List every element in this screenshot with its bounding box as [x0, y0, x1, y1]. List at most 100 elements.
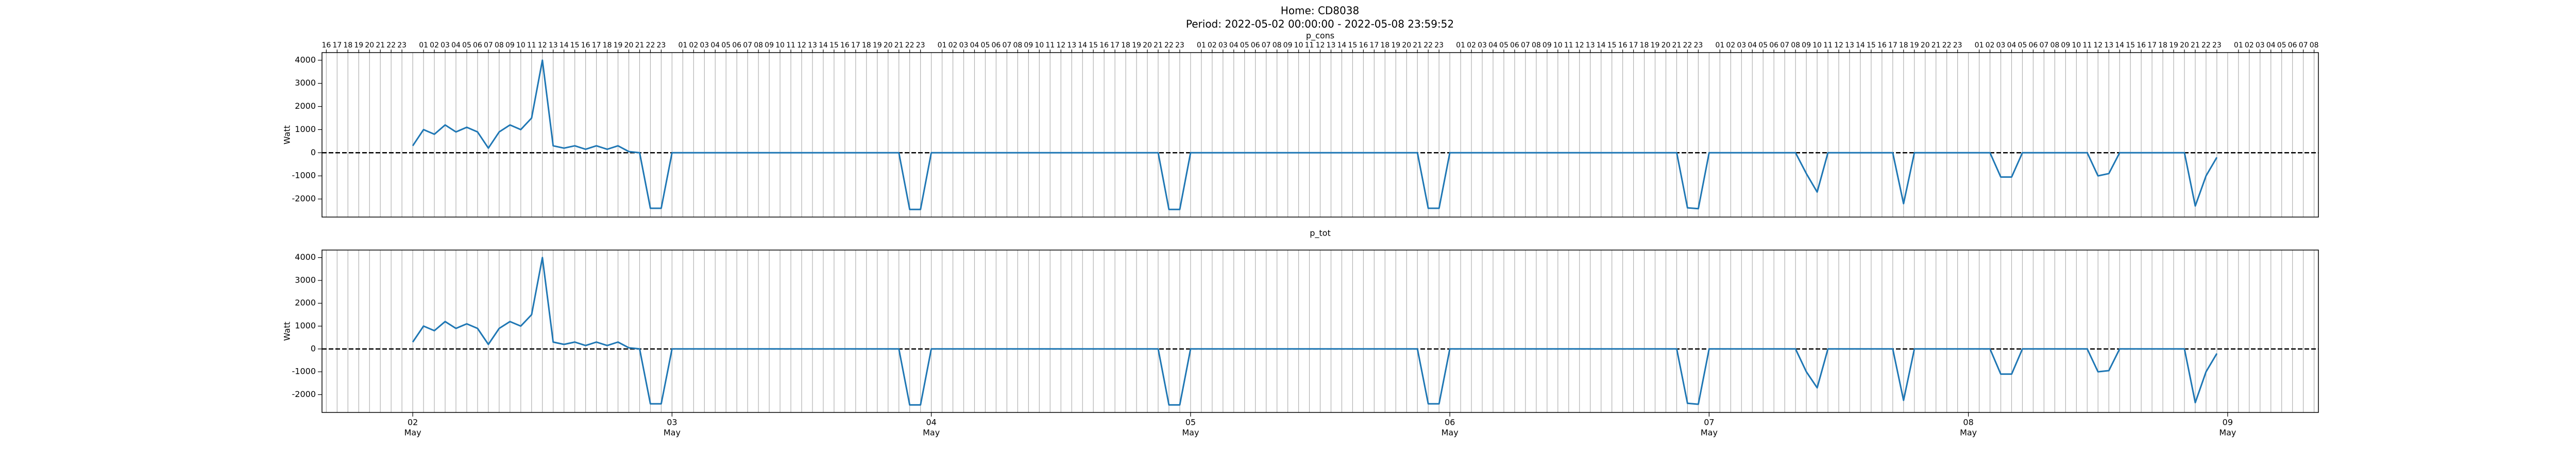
x2-tick-label: 06: [732, 41, 741, 49]
x2-tick-label: 17: [1629, 41, 1638, 49]
x2-tick-label: 22: [1164, 41, 1174, 49]
x2-tick-label: 02: [1986, 41, 1995, 49]
x2-tick-label: 07: [2299, 41, 2308, 49]
x2-tick-label: 23: [916, 41, 925, 49]
x2-tick-label: 22: [386, 41, 396, 49]
x2-tick-label: 23: [1434, 41, 1444, 49]
x2-tick-label: 15: [1348, 41, 1357, 49]
x2-tick-label: 07: [1262, 41, 1271, 49]
x2-tick-label: 18: [862, 41, 871, 49]
x2-tick-label: 14: [1078, 41, 1087, 49]
x2-tick-label: 12: [1056, 41, 1065, 49]
x2-tick-label: 05: [1499, 41, 1509, 49]
x-tick-month: May: [664, 428, 681, 438]
x2-tick-label: 16: [581, 41, 590, 49]
x2-tick-label: 01: [419, 41, 428, 49]
y-tick-label: 1000: [295, 124, 316, 134]
x2-tick-label: 08: [1013, 41, 1022, 49]
x2-tick-label: 04: [1488, 41, 1498, 49]
x2-tick-label: 20: [365, 41, 374, 49]
x2-tick-label: 03: [959, 41, 969, 49]
x2-tick-label: 20: [1143, 41, 1152, 49]
x2-tick-label: 02: [2245, 41, 2254, 49]
x2-tick-label: 19: [1132, 41, 1141, 49]
x2-tick-label: 04: [710, 41, 720, 49]
x-tick-label: 05: [1185, 418, 1196, 427]
x2-tick-label: 23: [657, 41, 666, 49]
x2-tick-label: 06: [473, 41, 482, 49]
x-tick-month: May: [1182, 428, 1199, 438]
figure-title: Home: CD8038: [1281, 5, 1359, 17]
x2-tick-label: 19: [1910, 41, 1919, 49]
x-tick-month: May: [2219, 428, 2236, 438]
x2-tick-label: 16: [1359, 41, 1368, 49]
x2-tick-label: 13: [808, 41, 817, 49]
x2-tick-label: 01: [2234, 41, 2243, 49]
x2-tick-label: 22: [1683, 41, 1692, 49]
x2-tick-label: 13: [2104, 41, 2113, 49]
x2-tick-label: 08: [1791, 41, 1800, 49]
x2-tick-label: 01: [678, 41, 687, 49]
x2-tick-label: 23: [2212, 41, 2222, 49]
x2-tick-label: 12: [2093, 41, 2103, 49]
x-tick-label: 09: [2223, 418, 2233, 427]
x2-tick-label: 07: [743, 41, 752, 49]
figure-subtitle: Period: 2022-05-02 00:00:00 - 2022-05-08…: [1186, 18, 1454, 30]
x2-tick-label: 19: [354, 41, 363, 49]
x2-tick-label: 02: [1467, 41, 1476, 49]
x-tick-label: 07: [1704, 418, 1714, 427]
x2-tick-label: 12: [538, 41, 547, 49]
x2-tick-label: 06: [1251, 41, 1260, 49]
x2-tick-label: 13: [1067, 41, 1076, 49]
y-tick-label: -1000: [292, 171, 316, 180]
x2-tick-label: 17: [332, 41, 342, 49]
x2-tick-label: 16: [1099, 41, 1109, 49]
y-tick-label: 4000: [295, 252, 316, 262]
x2-tick-label: 17: [2147, 41, 2157, 49]
x-tick-label: 04: [926, 418, 936, 427]
x2-tick-label: 11: [1823, 41, 1833, 49]
x2-tick-label: 06: [2029, 41, 2038, 49]
y-tick-label: -2000: [292, 389, 316, 399]
x2-tick-label: 08: [495, 41, 504, 49]
x2-tick-label: 13: [1845, 41, 1854, 49]
x2-tick-label: 12: [1316, 41, 1325, 49]
x2-tick-label: 07: [1521, 41, 1530, 49]
x2-tick-label: 10: [1553, 41, 1563, 49]
data-line: [412, 59, 2218, 210]
y-tick-label: 0: [311, 147, 316, 157]
x2-tick-label: 20: [884, 41, 893, 49]
y-tick-label: 2000: [295, 298, 316, 308]
x2-tick-label: 08: [2050, 41, 2059, 49]
x2-tick-label: 09: [1024, 41, 1033, 49]
x2-tick-label: 20: [1402, 41, 1411, 49]
x2-tick-label: 11: [2082, 41, 2092, 49]
x2-tick-label: 23: [1693, 41, 1703, 49]
x2-tick-label: 21: [1413, 41, 1422, 49]
x2-tick-label: 18: [1121, 41, 1130, 49]
x2-tick-label: 14: [560, 41, 569, 49]
y-tick-label: 2000: [295, 101, 316, 111]
x2-tick-label: 21: [2191, 41, 2200, 49]
x2-tick-label: 22: [905, 41, 914, 49]
x2-tick-label: 03: [1218, 41, 1228, 49]
x2-tick-label: 23: [397, 41, 406, 49]
x2-tick-label: 18: [1380, 41, 1389, 49]
x-tick-month: May: [923, 428, 940, 438]
axes-title: p_cons: [1306, 31, 1334, 41]
x2-tick-label: 11: [1045, 41, 1055, 49]
x2-tick-label: 08: [754, 41, 763, 49]
x2-tick-label: 04: [1748, 41, 1757, 49]
x2-tick-label: 16: [1877, 41, 1887, 49]
x2-tick-label: 12: [1575, 41, 1584, 49]
x2-tick-label: 05: [2018, 41, 2027, 49]
x2-tick-label: 17: [1369, 41, 1379, 49]
x2-tick-label: 03: [440, 41, 450, 49]
x2-tick-label: 22: [1942, 41, 1952, 49]
x2-tick-label: 12: [1834, 41, 1843, 49]
x2-tick-label: 10: [516, 41, 526, 49]
x2-tick-label: 17: [592, 41, 601, 49]
x2-tick-label: 10: [1035, 41, 1044, 49]
x2-tick-label: 14: [1597, 41, 1606, 49]
x2-tick-label: 09: [505, 41, 515, 49]
